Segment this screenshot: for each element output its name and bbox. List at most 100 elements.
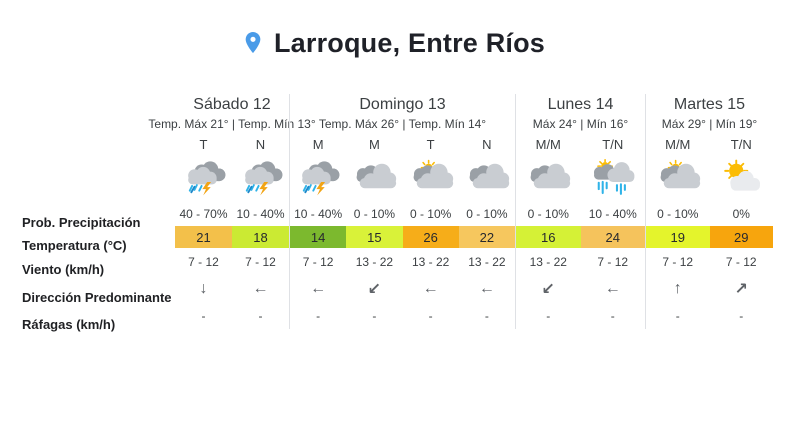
- day-temp-range: Máx 29° | Mín 19°: [661, 117, 758, 131]
- period-columns: M/M 0 - 10% 16 13 - 22 ↙ - T/N 10 - 40% 24 7 - 12…: [516, 134, 645, 329]
- gusts-value: -: [258, 309, 263, 323]
- precipitation-value: 40 - 70%: [179, 207, 228, 221]
- wind-value: 7 - 12: [245, 254, 276, 269]
- storm-icon: [290, 154, 346, 202]
- period-label: T/N: [602, 136, 624, 152]
- day-name: Domingo 13: [359, 96, 446, 113]
- temperature-cell: 19: [646, 226, 710, 248]
- precipitation-value: 10 - 40%: [588, 207, 637, 221]
- temperature-cell: 16: [516, 226, 581, 248]
- period-column: T/N 0% 29 7 - 12 ↗ -: [709, 134, 774, 329]
- gusts-value: -: [201, 309, 206, 323]
- day-group: Domingo 13 Temp. Máx 26° | Temp. Mín 14° M…: [289, 94, 515, 329]
- temperature-cell: 18: [232, 226, 289, 248]
- period-label: M: [368, 136, 380, 152]
- temperature-cell: 21: [175, 226, 232, 248]
- storm-icon: [175, 154, 232, 202]
- wind-direction-arrow: ←: [310, 280, 327, 297]
- location-header: Larroque, Entre Ríos: [0, 24, 787, 62]
- gusts-value: -: [372, 309, 377, 323]
- precipitation-value: 0 - 10%: [657, 207, 699, 221]
- wind-value: 7 - 12: [597, 254, 629, 269]
- period-column: M 0 - 10% 15 13 - 22 ↙ -: [346, 134, 403, 329]
- row-label-precipitation: Prob. Precipitación: [22, 214, 141, 230]
- period-label: T: [199, 136, 208, 152]
- period-columns: T 40 - 70% 21 7 - 12 ↓ - N 10 - 40% 18 7 - 12 ← -: [175, 134, 289, 329]
- day-name: Lunes 14: [547, 96, 614, 113]
- period-column: T 0 - 10% 26 13 - 22 ← -: [402, 134, 459, 329]
- precipitation-value: 0 - 10%: [466, 207, 508, 221]
- row-label-temperature: Temperatura (°C): [22, 237, 127, 253]
- page-title: Larroque, Entre Ríos: [273, 27, 546, 58]
- wind-direction-arrow: ←: [422, 280, 439, 297]
- wind-direction-arrow: ↑: [673, 280, 682, 297]
- period-label: T/N: [730, 136, 752, 152]
- wind-value: 7 - 12: [725, 254, 757, 269]
- temperature-cell: 22: [458, 226, 515, 248]
- sun-behind-clouds-icon: [646, 154, 710, 202]
- gusts-value: -: [428, 309, 433, 323]
- wind-value: 13 - 22: [411, 254, 450, 269]
- day-temp-range: Temp. Máx 26° | Temp. Mín 14°: [318, 117, 487, 131]
- period-column: T 40 - 70% 21 7 - 12 ↓ -: [175, 134, 232, 329]
- wind-direction-arrow: ↙: [541, 281, 555, 298]
- sun-cloud-icon: [710, 154, 774, 202]
- cloudy-icon: [459, 154, 515, 202]
- storm-icon: [232, 154, 289, 202]
- cloudy-icon: [516, 154, 581, 202]
- row-labels: Prob. Precipitación Temperatura (°C) Vie…: [22, 94, 175, 332]
- temperature-cell: 26: [402, 226, 459, 248]
- day-group: Lunes 14 Máx 24° | Mín 16° M/M 0 - 10% 16 13 …: [515, 94, 645, 329]
- forecast-table: Prob. Precipitación Temperatura (°C) Vie…: [22, 94, 787, 332]
- period-label: N: [482, 136, 492, 152]
- gusts-value: -: [316, 309, 321, 323]
- temperature-cell: 24: [580, 226, 645, 248]
- cloudy-icon: [346, 154, 402, 202]
- period-label: N: [255, 136, 266, 152]
- wind-direction-arrow: ←: [478, 280, 495, 297]
- temperature-cell: 29: [709, 226, 773, 248]
- gusts-value: -: [675, 309, 680, 323]
- day-header: Lunes 14 Máx 24° | Mín 16°: [516, 94, 645, 134]
- row-label-gusts: Ráfagas (km/h): [22, 316, 116, 332]
- location-pin-icon: [242, 30, 264, 56]
- period-label: M/M: [535, 136, 561, 152]
- wind-direction-arrow: ↓: [199, 280, 208, 297]
- day-temp-range: Máx 24° | Mín 16°: [532, 117, 629, 131]
- wind-value: 7 - 12: [188, 254, 219, 269]
- gusts-value: -: [546, 309, 551, 323]
- gusts-value: -: [739, 309, 744, 323]
- day-name: Martes 15: [673, 96, 746, 113]
- day-group: Sábado 12 Temp. Máx 21° | Temp. Mín 13° T 4…: [148, 94, 315, 329]
- period-columns: M/M 0 - 10% 19 7 - 12 ↑ - T/N 0% 29 7 - 12 ↗ -: [646, 134, 773, 329]
- wind-value: 7 - 12: [662, 254, 694, 269]
- temperature-cell: 15: [346, 226, 403, 248]
- weather-widget: Larroque, Entre Ríos Prob. Precipitación…: [0, 24, 787, 332]
- sun-behind-clouds-icon: [403, 154, 459, 202]
- wind-value: 13 - 22: [529, 254, 567, 269]
- day-temp-range: Temp. Máx 21° | Temp. Mín 13°: [148, 117, 316, 131]
- day-columns: Sábado 12 Temp. Máx 21° | Temp. Mín 13° T 4…: [148, 94, 773, 329]
- wind-direction-arrow: ↗: [734, 281, 748, 298]
- day-name: Sábado 12: [193, 96, 271, 113]
- day-group: Martes 15 Máx 29° | Mín 19° M/M 0 - 10% 19 7 …: [645, 94, 773, 329]
- period-column: M/M 0 - 10% 16 13 - 22 ↙ -: [516, 134, 581, 329]
- period-column: N 10 - 40% 18 7 - 12 ← -: [232, 134, 289, 329]
- precipitation-value: 10 - 40%: [294, 207, 343, 221]
- precipitation-value: 0 - 10%: [353, 207, 396, 221]
- wind-direction-arrow: ←: [252, 280, 269, 297]
- precipitation-value: 10 - 40%: [236, 207, 285, 221]
- rain-sun-icon: [581, 154, 646, 202]
- period-label: M: [312, 136, 324, 152]
- period-label: T: [426, 136, 435, 152]
- period-label: M/M: [665, 136, 691, 152]
- precipitation-value: 0 - 10%: [409, 207, 452, 221]
- temperature-cell: 14: [290, 226, 347, 248]
- row-label-wind: Viento (km/h): [22, 262, 105, 277]
- gusts-value: -: [610, 309, 615, 323]
- period-columns: M 10 - 40% 14 7 - 12 ← - M 0 - 10% 15 13 - 22 ↙ - T 0…: [290, 134, 515, 329]
- day-header: Martes 15 Máx 29° | Mín 19°: [646, 94, 773, 134]
- period-column: M 10 - 40% 14 7 - 12 ← -: [290, 134, 347, 329]
- row-label-direction: Dirección Predominante: [22, 289, 172, 305]
- wind-value: 13 - 22: [355, 254, 394, 269]
